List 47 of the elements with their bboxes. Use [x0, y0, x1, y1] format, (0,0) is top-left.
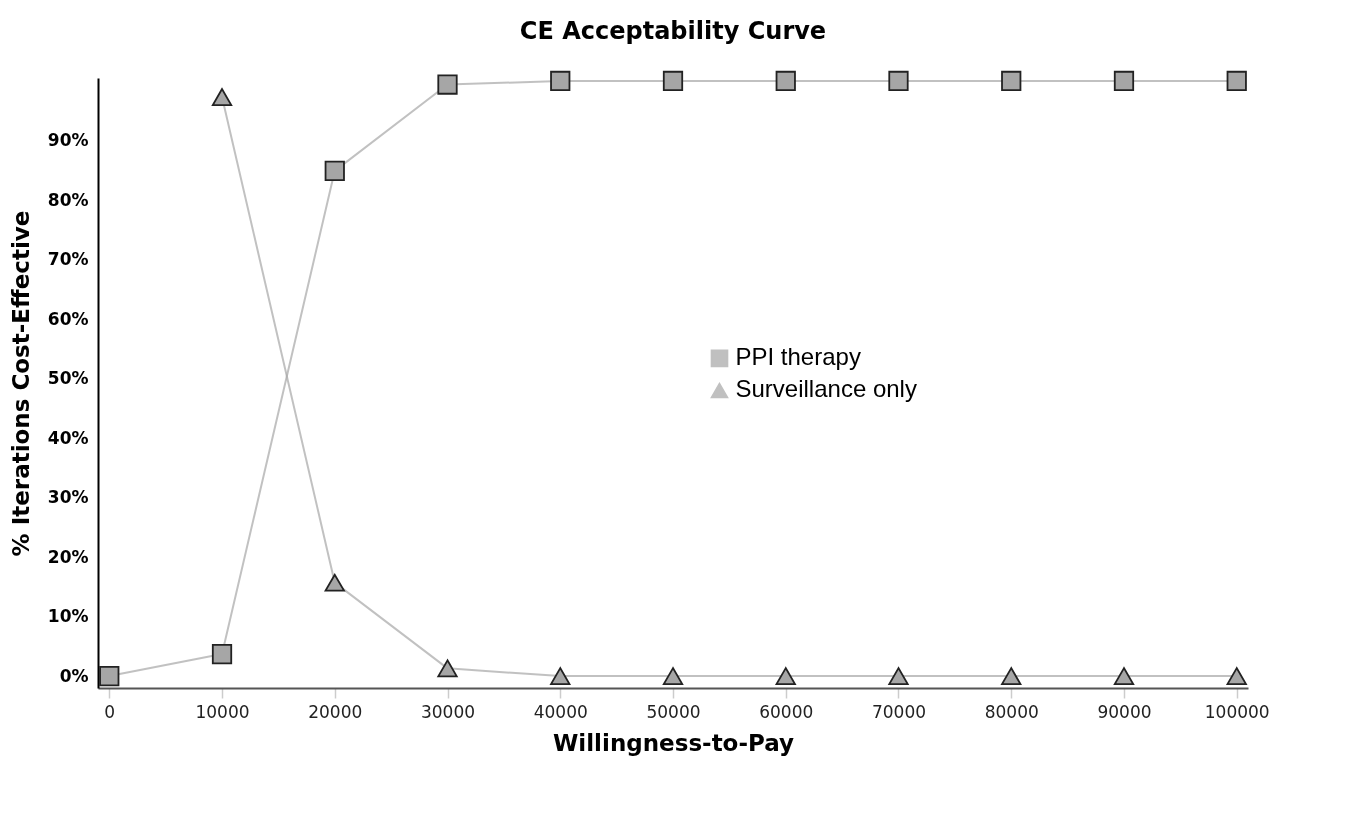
y-tick-label: 60%	[47, 308, 89, 329]
x-tick-label: 70000	[871, 701, 927, 722]
point	[775, 70, 796, 92]
x-tick-label: 30000	[420, 701, 476, 722]
point	[99, 665, 120, 687]
point	[1113, 70, 1135, 92]
point	[662, 70, 684, 92]
point	[324, 160, 345, 181]
point	[888, 70, 909, 92]
point	[1113, 667, 1135, 685]
point	[437, 659, 458, 678]
point	[211, 643, 233, 665]
y-tick-label: 80%	[47, 189, 89, 210]
point	[1226, 667, 1247, 685]
point	[211, 88, 233, 106]
legend-label: Surveillance only	[735, 375, 917, 403]
y-tick-label: 30%	[47, 487, 89, 508]
y-tick-label: 20%	[47, 546, 89, 567]
chart-title: CE Acceptability Curve	[519, 17, 827, 46]
point	[1001, 667, 1022, 685]
point	[888, 667, 909, 685]
point	[662, 667, 684, 685]
point	[1226, 70, 1247, 92]
point	[324, 573, 345, 592]
y-tick-label: 70%	[47, 249, 89, 270]
x-tick-label: 10000	[195, 701, 250, 722]
point	[775, 667, 796, 685]
x-tick-label: 20000	[308, 701, 363, 722]
x-tick-label: 0	[104, 701, 116, 722]
x-axis-title: Willingness-to-Pay	[552, 729, 795, 756]
point	[550, 70, 571, 92]
legend-label: PPI therapy	[735, 343, 861, 371]
y-axis-title: % Iterations Cost-Effective	[7, 210, 34, 557]
y-tick-label: 0%	[59, 665, 89, 686]
x-tick-label: 80000	[984, 701, 1039, 722]
x-tick-label: 50000	[646, 701, 701, 722]
x-tick-label: 40000	[533, 701, 588, 722]
y-tick-label: 10%	[47, 606, 89, 627]
y-tick-label: 90%	[47, 129, 89, 150]
x-tick-label: 60000	[759, 701, 814, 722]
y-tick-label: 50%	[47, 368, 89, 389]
x-tick-label: 90000	[1097, 701, 1152, 722]
y-tick-label: 40%	[47, 427, 89, 448]
point	[550, 667, 571, 685]
point	[437, 74, 458, 95]
x-tick-label: 100000	[1204, 701, 1270, 722]
point	[1001, 70, 1022, 92]
